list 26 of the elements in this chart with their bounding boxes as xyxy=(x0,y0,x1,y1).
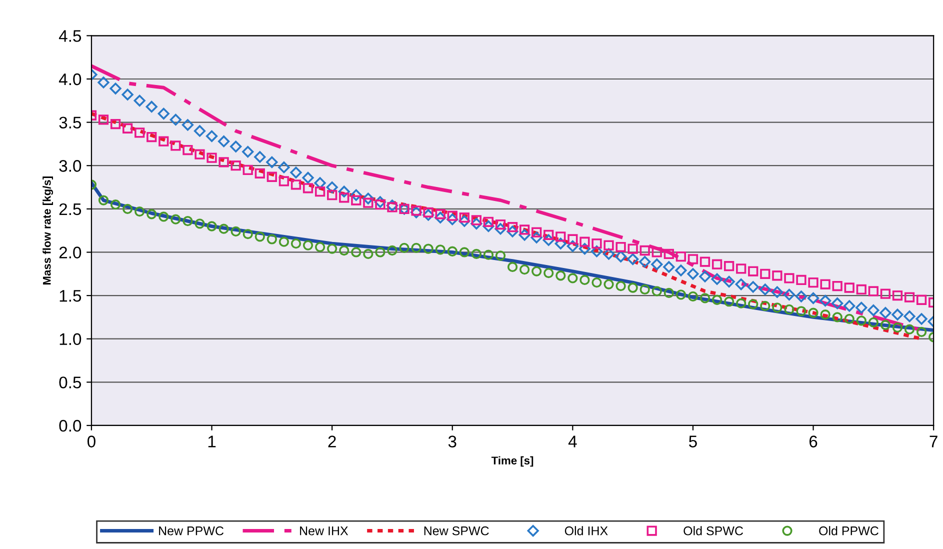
legend-label: Old SPWC xyxy=(684,526,744,536)
legend-label: New SPWC xyxy=(424,526,489,536)
y-tick-label: 2.5 xyxy=(59,203,82,216)
y-tick-label: 1.0 xyxy=(60,333,82,346)
y-tick-label: 1.5 xyxy=(60,290,82,302)
x-tick-label: 7 xyxy=(930,436,938,448)
x-tick-label: 1 xyxy=(208,436,216,448)
x-tick-label: 3 xyxy=(448,436,456,448)
y-tick-label: 3.5 xyxy=(59,116,82,129)
x-tick-label: 2 xyxy=(328,436,336,448)
y-tick-label: 4.0 xyxy=(58,73,82,86)
y-tick-label: 4.5 xyxy=(58,30,82,42)
legend-label: Old IHX xyxy=(564,526,608,536)
y-tick-label: 0.5 xyxy=(59,376,82,388)
x-tick-label: 6 xyxy=(809,436,818,448)
y-tick-label: 2.0 xyxy=(59,246,82,258)
x-tick-label: 4 xyxy=(568,436,577,448)
x-axis-title: Time [s] xyxy=(491,456,534,467)
y-tick-label: 0.0 xyxy=(59,420,82,432)
legend-label: New PPWC xyxy=(159,526,224,536)
legend-label: New IHX xyxy=(300,526,348,536)
y-tick-label: 3.0 xyxy=(59,160,82,172)
x-tick-label: 0 xyxy=(87,436,96,448)
legend-label: Old PPWC xyxy=(819,526,878,536)
x-tick-label: 5 xyxy=(689,436,697,448)
y-axis-title: Mass flow rate [kg/s] xyxy=(42,176,54,284)
